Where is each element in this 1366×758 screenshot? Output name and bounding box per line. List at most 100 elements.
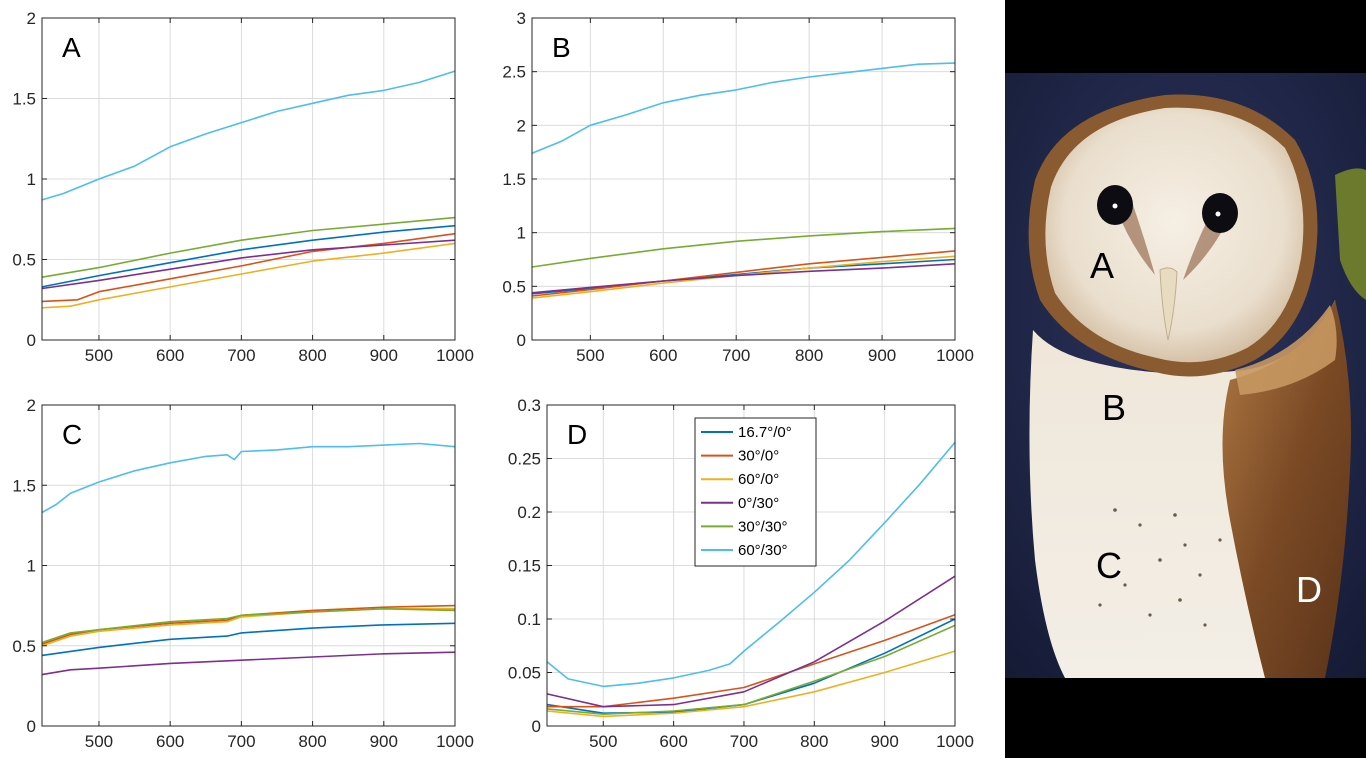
series-line-1 (531, 258, 956, 295)
owl-label-b: B (1102, 387, 1126, 428)
owl-label-c: C (1096, 545, 1122, 586)
x-tick-label: 900 (370, 346, 398, 365)
series-line-4 (41, 239, 456, 290)
chart-panel-a: 500 600 700 800 900 1000 0 0.5 1 1.5 2 A (12, 9, 474, 365)
x-tick-label: 800 (298, 732, 326, 751)
y-tick-label: 2 (27, 9, 36, 28)
x-tick-label: 1000 (936, 346, 974, 365)
photo-top-border (1005, 0, 1366, 73)
y-tick-label: 1.5 (12, 90, 36, 109)
series-line-6 (41, 70, 456, 201)
y-tick-label: 0 (532, 717, 541, 736)
x-tick-label: 500 (589, 732, 617, 751)
panel-label: A (62, 32, 81, 63)
chest-spots (1098, 508, 1222, 627)
x-tick-label: 600 (156, 732, 184, 751)
x-tick-label: 500 (85, 346, 113, 365)
owl-beak (1159, 267, 1178, 341)
legend: 16.7°/0° 30°/0° 60°/0° 0°/30° 30°/30° 60°/30° (694, 417, 817, 567)
series-line-6 (531, 62, 956, 154)
eye-highlight-right (1215, 211, 1221, 217)
series-line-2 (41, 604, 456, 645)
y-tick-label: 0.2 (517, 503, 541, 522)
series-line-2 (531, 250, 956, 297)
y-tick-label: 0.5 (502, 277, 526, 296)
legend-entry: 16.7°/0° (738, 424, 792, 441)
y-tick-label: 0.25 (508, 450, 541, 469)
y-tick-label: 0.05 (508, 664, 541, 683)
y-tick-label: 1.5 (12, 476, 36, 495)
y-tick-label: 0.15 (508, 557, 541, 576)
y-tick-label: 3 (517, 9, 526, 28)
x-tick-label: 1000 (436, 346, 474, 365)
owl-wing (1222, 300, 1351, 678)
owl-label-a: A (1090, 245, 1114, 286)
series-line-1 (41, 224, 456, 288)
x-tick-label: 700 (227, 732, 255, 751)
eye-highlight-left (1112, 203, 1118, 209)
legend-entry: 60°/30° (738, 542, 788, 559)
x-tick-label: 800 (298, 346, 326, 365)
legend-entry: 60°/0° (738, 471, 779, 488)
x-tick-label: 600 (659, 732, 687, 751)
series-line-5 (41, 216, 456, 278)
series-line-6 (41, 442, 456, 514)
series-line-4 (531, 263, 956, 294)
series-line-3 (41, 242, 456, 309)
legend-entry: 30°/30° (738, 518, 788, 535)
panel-label: B (552, 32, 571, 63)
y-tick-label: 2 (27, 396, 36, 415)
x-tick-label: 700 (722, 346, 750, 365)
series-line-1 (41, 622, 456, 657)
chart-panel-d: 500 600 700 800 900 1000 0 0.05 0.1 0.15 0.2 0.25 0.… (508, 396, 974, 751)
x-tick-label: 600 (649, 346, 677, 365)
y-tick-label: 0 (27, 717, 36, 736)
y-tick-label: 1 (27, 170, 36, 189)
legend-entry: 0°/30° (738, 495, 779, 512)
series-line-5 (546, 624, 956, 716)
y-tick-label: 1 (27, 557, 36, 576)
x-tick-label: 900 (868, 346, 896, 365)
series-line-5 (531, 227, 956, 268)
facial-disc (1045, 107, 1304, 363)
y-tick-label: 0.3 (517, 396, 541, 415)
photo-bottom-border (1005, 678, 1366, 758)
y-tick-label: 1 (517, 224, 526, 243)
chart-panel-c: 500 600 700 800 900 1000 0 0.5 1 1.5 2 C (12, 396, 474, 751)
x-tick-label: 500 (576, 346, 604, 365)
panel-label: D (567, 419, 587, 450)
x-tick-label: 1000 (436, 732, 474, 751)
x-tick-label: 800 (800, 732, 828, 751)
series-line-3 (546, 650, 956, 718)
x-tick-label: 600 (156, 346, 184, 365)
y-tick-label: 0 (517, 331, 526, 350)
series-line-6 (546, 441, 956, 688)
legend-box (694, 417, 817, 567)
panel-label: C (62, 419, 82, 450)
x-tick-label: 700 (730, 732, 758, 751)
x-tick-label: 800 (795, 346, 823, 365)
x-tick-label: 1000 (936, 732, 974, 751)
chart-panel-b: 500 600 700 800 900 1000 0 0.5 1 1.5 2 2.5 3 B (502, 9, 974, 365)
x-tick-label: 700 (227, 346, 255, 365)
x-tick-label: 900 (870, 732, 898, 751)
y-tick-label: 0.1 (517, 610, 541, 629)
y-tick-label: 0.5 (12, 251, 36, 270)
x-tick-label: 500 (85, 732, 113, 751)
series-line-4 (546, 575, 956, 708)
series-line-2 (41, 232, 456, 303)
y-tick-label: 0.5 (12, 637, 36, 656)
y-tick-label: 0 (27, 331, 36, 350)
series-line-4 (41, 651, 456, 676)
barn-owl-photo: A B C D (1005, 0, 1366, 758)
owl-eye-streak-left (1117, 205, 1155, 275)
x-tick-label: 900 (370, 732, 398, 751)
background-foliage (1335, 168, 1366, 300)
owl-shoulder (1235, 305, 1337, 395)
y-tick-label: 1.5 (502, 170, 526, 189)
legend-entry: 30°/0° (738, 448, 779, 465)
y-tick-label: 2.5 (502, 63, 526, 82)
series-line-5 (41, 607, 456, 644)
y-tick-label: 2 (517, 116, 526, 135)
